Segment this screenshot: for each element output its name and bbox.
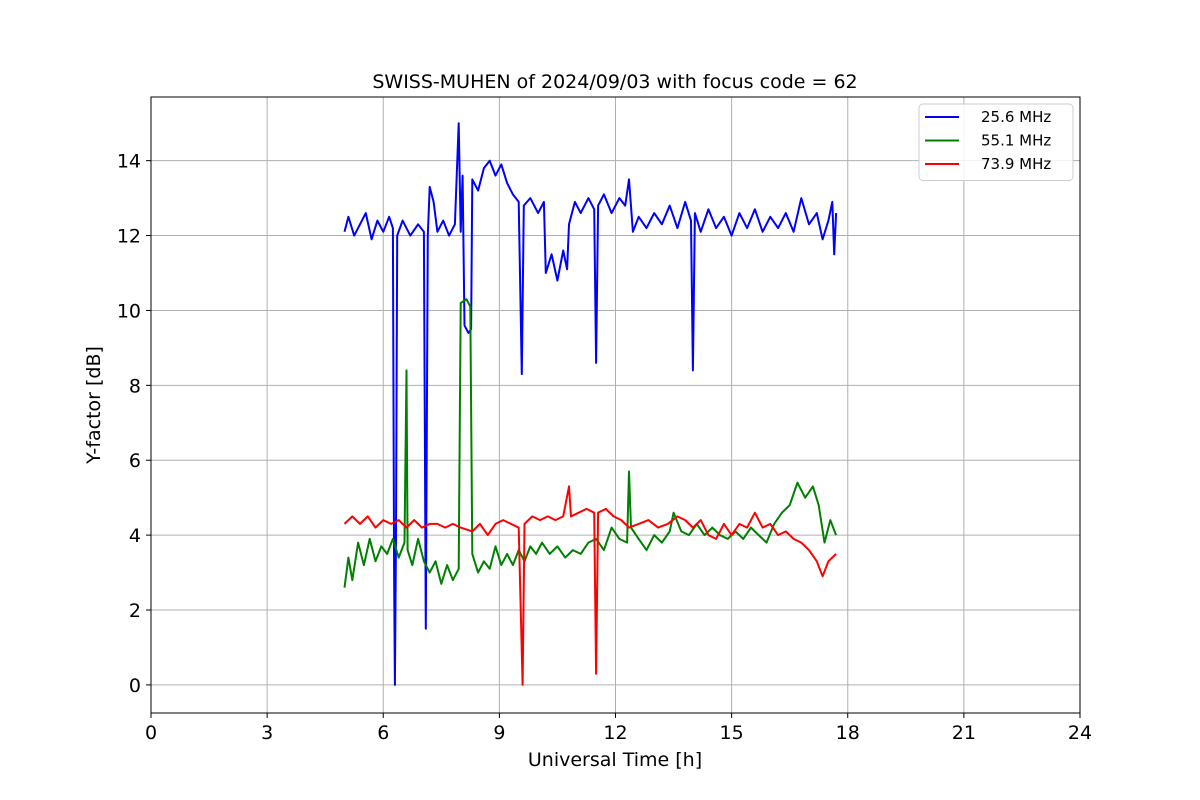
x-tick-label: 12 bbox=[603, 722, 627, 744]
series-line-73-9-mhz bbox=[343, 485, 837, 686]
x-tick-label: 15 bbox=[720, 722, 744, 744]
x-tick-label: 24 bbox=[1068, 722, 1092, 744]
y-axis-label: Y-factor [dB] bbox=[83, 346, 105, 465]
y-tick-label: 10 bbox=[117, 300, 141, 322]
x-tick-label: 3 bbox=[261, 722, 273, 744]
legend-box bbox=[918, 103, 1074, 181]
y-tick-label: 8 bbox=[129, 375, 141, 397]
x-axis-label: Universal Time [h] bbox=[528, 749, 702, 771]
y-tick-label: 6 bbox=[129, 450, 141, 472]
series-lines bbox=[343, 122, 838, 686]
series-line-55-1-mhz bbox=[343, 298, 838, 588]
series-line-25-6-mhz bbox=[343, 122, 838, 686]
legend-label: 25.6 MHz bbox=[981, 108, 1051, 126]
x-tick-label: 9 bbox=[493, 722, 505, 744]
y-tick-label: 2 bbox=[129, 600, 141, 622]
y-tick-label: 12 bbox=[117, 226, 141, 248]
x-tick-label: 0 bbox=[145, 722, 157, 744]
y-tick-label: 0 bbox=[129, 675, 141, 697]
y-tick-label: 14 bbox=[117, 151, 141, 173]
x-tick-label: 18 bbox=[836, 722, 860, 744]
x-tick-label: 21 bbox=[952, 722, 976, 744]
chart-title: SWISS-MUHEN of 2024/09/03 with focus cod… bbox=[372, 71, 857, 93]
y-tick-label: 4 bbox=[129, 525, 141, 547]
legend-label: 55.1 MHz bbox=[981, 132, 1051, 150]
legend: 25.6 MHz 55.1 MHz 73.9 MHz bbox=[918, 103, 1074, 181]
x-tick-label: 6 bbox=[377, 722, 389, 744]
legend-label: 73.9 MHz bbox=[981, 155, 1051, 173]
